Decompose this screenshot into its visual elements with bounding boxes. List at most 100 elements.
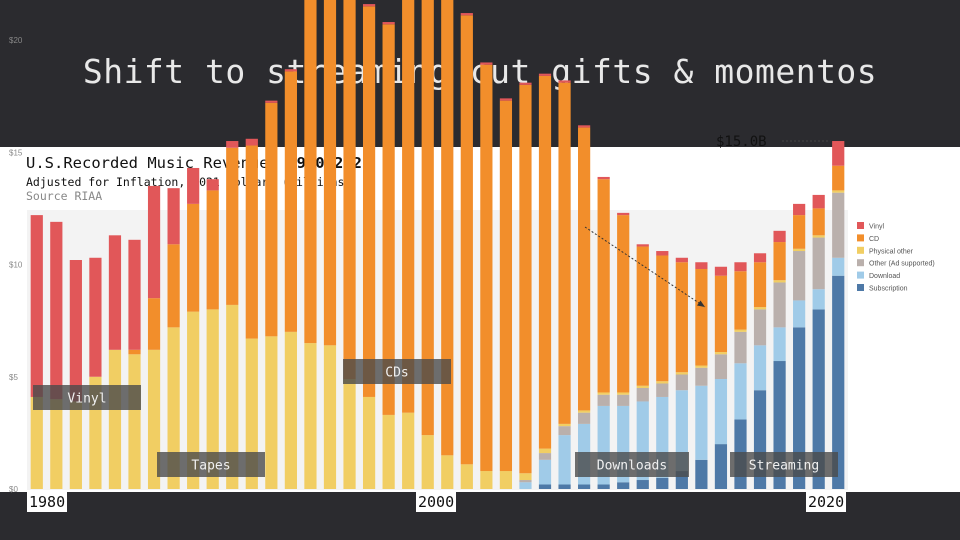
bar-segment [206,179,219,191]
bar-segment [226,304,239,489]
legend-swatch [857,246,864,254]
bar-segment [187,203,200,312]
bar-segment [167,327,180,489]
bar-segment [480,62,493,65]
bar-segment [656,381,669,384]
bar-segment [265,100,278,103]
bar-segment [323,0,337,346]
bar-segment [695,365,708,368]
bar-segment [538,75,552,449]
bar-segment [714,354,728,379]
bar-segment [773,327,786,362]
bar-segment [128,354,141,489]
bar-segment [519,480,532,483]
bar-segment [187,311,200,489]
bar-segment [812,194,825,209]
bar-segment [617,215,630,393]
bar-segment [519,84,532,474]
bar-segment [50,221,63,400]
bar-segment [538,453,552,460]
bar-segment [441,0,454,456]
current-value-label: $15.0B [716,134,767,150]
bar-segment [832,190,845,193]
y-tick-label: $5 [9,373,18,382]
bar-segment [832,257,845,276]
bar-segment [558,426,571,436]
bar-segment [753,253,767,263]
bar-segment [695,385,708,460]
bar-segment [30,396,43,489]
bar-segment [597,176,610,180]
bar-segment [675,262,688,373]
bar-segment [695,262,708,269]
bar-segment [753,345,767,391]
legend-swatch [857,222,864,229]
bar-segment [812,208,825,236]
bar-segment [578,412,591,424]
bar-segment [597,392,610,395]
bar-segment [714,352,728,355]
bar-segment [108,349,122,489]
region-label-box [343,359,451,384]
bar-segment [597,394,610,406]
bar-segment [538,484,552,489]
bar-segment [245,338,258,489]
legend-label: Other (Ad supported) [869,261,935,268]
bar-segment [793,215,806,249]
bar-segment [362,396,376,489]
region-label: Tapes [191,459,230,474]
bar-segment [773,282,786,328]
legend-label: Physical other [869,248,914,255]
bar-segment [734,331,747,364]
bar-segment [578,484,591,489]
region-label: Vinyl [67,392,106,407]
bar-segment [753,307,767,310]
bar-segment [245,138,258,146]
bar-segment [656,477,669,489]
bar-segment [30,215,43,397]
legend-swatch [857,284,864,291]
bar-segment [597,179,610,393]
bar-segment [695,367,708,386]
bar-segment [69,260,82,402]
bar-segment [832,165,845,191]
bar-segment [421,435,434,489]
bar-segment [538,73,552,76]
bar-segment [245,145,258,339]
bar-segment [656,251,669,256]
bar-segment [617,392,630,395]
y-tick-label: $0 [9,485,18,494]
plot-area [27,210,848,490]
bar-segment [597,484,610,489]
bar-segment [675,372,688,375]
bar-segment [793,251,806,301]
bar-segment [343,379,356,489]
bar-segment [50,399,63,489]
bar-segment [441,455,454,489]
bar-segment [558,423,571,427]
bar-segment [284,69,297,72]
bar-segment [382,24,395,415]
bar-segment [773,242,786,281]
bar-segment [304,343,317,489]
bar-segment [460,464,473,489]
bar-segment [362,4,376,7]
bar-segment [226,147,239,305]
bar-segment [714,266,728,276]
y-tick-label: $20 [9,36,23,45]
bar-segment [793,248,806,252]
bar-segment [675,390,688,472]
bar-segment [734,262,747,272]
bar-segment [714,379,728,445]
bar-segment [636,246,649,386]
legend-label: CD [869,236,879,243]
trend-arrow-head [697,300,705,307]
bar-segment [753,262,767,308]
bar-segment [695,268,708,366]
bar-segment [695,459,708,489]
bar-segment [812,309,825,489]
bar-segment [714,444,728,489]
bar-segment [284,331,297,489]
bar-segment [69,401,82,489]
